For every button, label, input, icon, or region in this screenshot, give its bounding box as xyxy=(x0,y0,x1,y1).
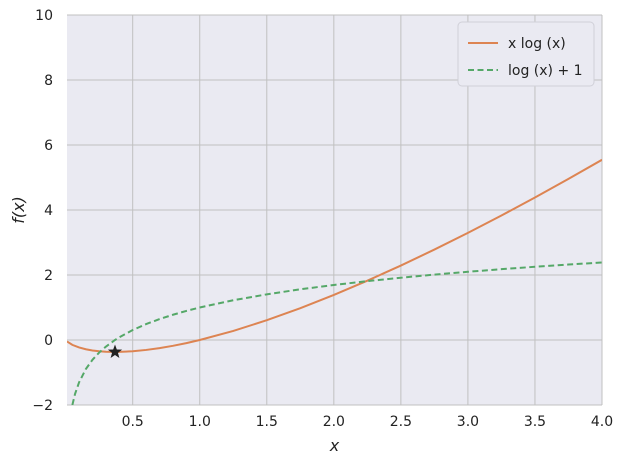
x-tick-label: 3.0 xyxy=(457,414,479,430)
legend-label: log (x) + 1 xyxy=(508,63,583,79)
legend: x log (x) log (x) + 1 xyxy=(457,21,595,87)
series-line-2 xyxy=(71,261,602,405)
x-tick-label: 0.5 xyxy=(122,414,144,430)
y-tick-label: −2 xyxy=(32,398,53,414)
x-tick-label: 2.5 xyxy=(390,414,412,430)
tick-labels: 0.5 1.0 1.5 2.0 2.5 3.0 3.5 4.0 −2 0 2 4 6 8 10 xyxy=(32,8,613,430)
x-tick-label: 2.0 xyxy=(323,414,345,430)
y-tick-label: 8 xyxy=(44,73,53,89)
series-line-1 xyxy=(67,158,602,353)
x-axis-label: x xyxy=(329,436,340,455)
annotation-markers xyxy=(107,344,123,359)
series-lines xyxy=(67,158,602,405)
y-axis-label: f(x) xyxy=(9,196,28,224)
legend-label: x log (x) xyxy=(508,36,566,52)
y-tick-label: 0 xyxy=(44,333,53,349)
grid-lines xyxy=(67,14,603,406)
x-tick-label: 1.0 xyxy=(189,414,211,430)
y-tick-label: 2 xyxy=(44,268,53,284)
y-tick-label: 4 xyxy=(44,203,53,219)
x-tick-label: 3.5 xyxy=(524,414,546,430)
y-tick-label: 6 xyxy=(44,138,53,154)
y-tick-label: 10 xyxy=(35,8,53,24)
star-marker xyxy=(107,344,123,359)
x-tick-label: 1.5 xyxy=(256,414,278,430)
x-tick-label: 4.0 xyxy=(591,414,613,430)
